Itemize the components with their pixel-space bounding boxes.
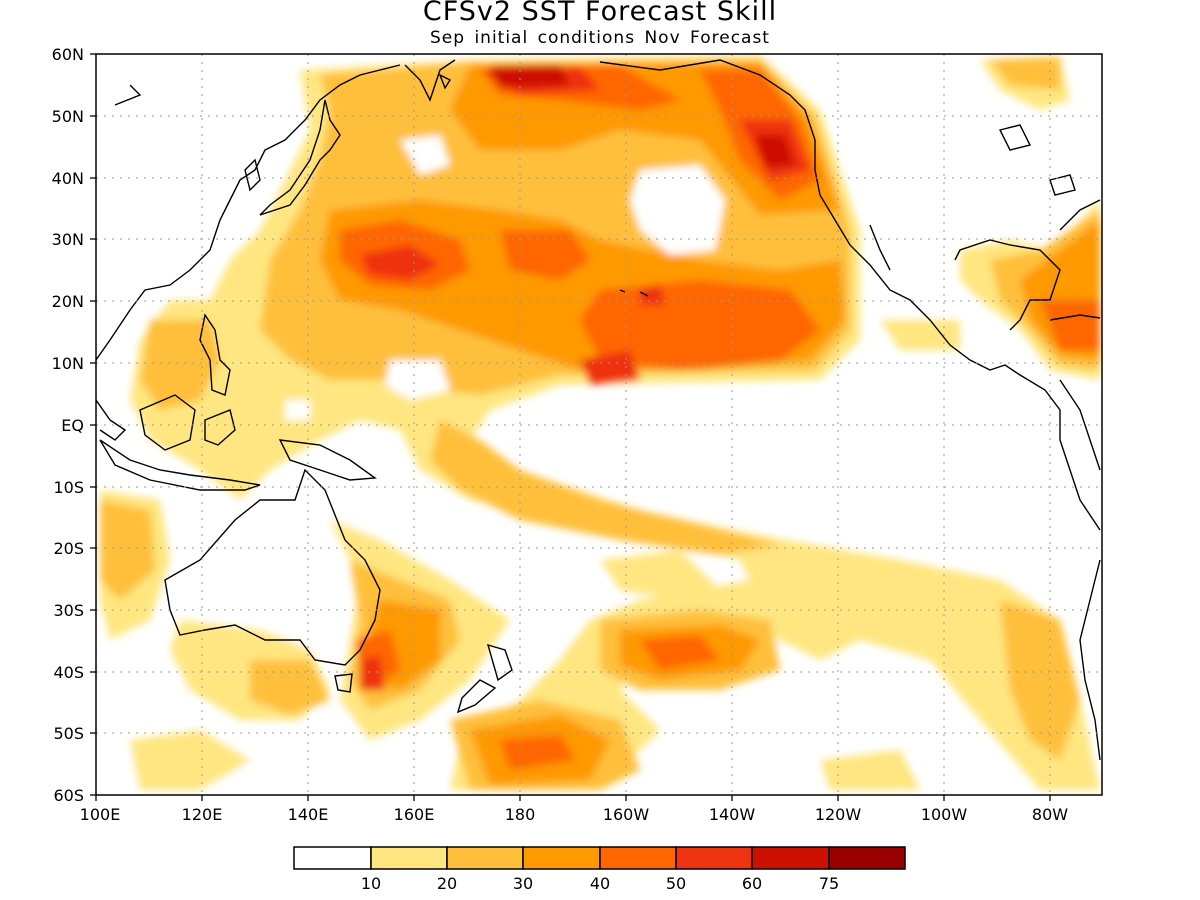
lat-label: EQ xyxy=(61,416,84,435)
map-title: CFSv2 SST Forecast Skill xyxy=(422,0,778,27)
colorbar-label: 50 xyxy=(666,874,686,893)
colorbar-swatch xyxy=(370,846,448,870)
lat-label: 60S xyxy=(53,786,84,805)
lon-labels: 100E 120E 140E 160E 180 160W 140W 120W 1… xyxy=(80,805,1069,824)
colorbar: 10 20 30 40 50 60 75 xyxy=(293,846,906,893)
lat-label: 10N xyxy=(52,354,84,373)
colorbar-swatch xyxy=(522,846,601,870)
lon-label: 140E xyxy=(288,805,329,824)
colorbar-label: 40 xyxy=(590,874,610,893)
lat-label: 10S xyxy=(53,478,84,497)
lat-label: 50N xyxy=(52,107,84,126)
colorbar-label: 10 xyxy=(361,874,381,893)
lon-label: 180 xyxy=(505,805,536,824)
coastlines xyxy=(96,59,1101,761)
lat-label: 40S xyxy=(53,663,84,682)
lat-label: 60N xyxy=(52,45,84,64)
lon-label: 80W xyxy=(1032,805,1068,824)
lat-label: 20N xyxy=(52,292,84,311)
colorbar-swatch xyxy=(293,846,372,870)
colorbar-label: 30 xyxy=(513,874,533,893)
colorbar-label: 60 xyxy=(742,874,762,893)
lat-label: 30N xyxy=(52,230,84,249)
lat-label: 30S xyxy=(53,601,84,620)
lat-ticks xyxy=(90,53,96,796)
lon-label: 100W xyxy=(921,805,968,824)
lat-labels: 60N 50N 40N 30N 20N 10N EQ 10S 20S 30S 4… xyxy=(52,45,84,805)
colorbar-swatch xyxy=(446,846,524,870)
lon-label: 160E xyxy=(394,805,435,824)
colorbar-label: 20 xyxy=(437,874,457,893)
equatorial-low-skill xyxy=(503,377,1102,532)
lon-label: 120W xyxy=(815,805,862,824)
colorbar-label: 75 xyxy=(819,874,839,893)
gridlines xyxy=(96,54,1102,795)
lat-label: 50S xyxy=(53,724,84,743)
colorbar-swatch xyxy=(675,846,753,870)
colorbar-swatch xyxy=(828,846,906,870)
colorbar-swatch xyxy=(751,846,830,870)
lon-label: 160W xyxy=(603,805,650,824)
lon-ticks xyxy=(95,795,1051,801)
lat-label: 20S xyxy=(53,539,84,558)
colorbar-swatch xyxy=(599,846,677,870)
lon-label: 100E xyxy=(80,805,121,824)
map-subtitle: Sep initial conditions Nov Forecast xyxy=(430,28,770,48)
lat-label: 40N xyxy=(52,169,84,188)
lon-label: 120E xyxy=(182,805,223,824)
lon-label: 140W xyxy=(709,805,756,824)
